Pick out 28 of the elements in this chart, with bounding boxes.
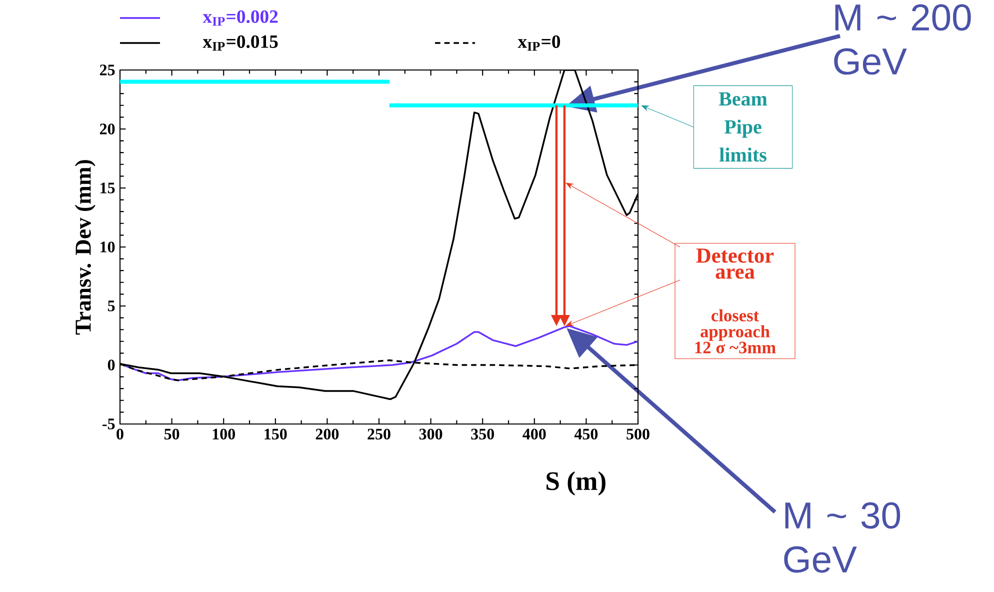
text: closest approach 12 σ ~3mm	[695, 309, 776, 354]
x-tick-label: 50	[164, 428, 180, 440]
x-tick-label: 200	[316, 428, 339, 440]
x-axis-title: S (m)	[546, 471, 606, 496]
y-tick-label: 15	[100, 182, 115, 194]
y-tick-label: -5	[102, 418, 115, 430]
text: M ~ 30 GeV	[784, 502, 900, 573]
x-tick-label: 100	[212, 428, 235, 440]
x-tick-label: 0	[116, 428, 124, 440]
x-tick-label: 300	[419, 428, 442, 440]
x-tick-label: 400	[522, 428, 546, 440]
y-tick-label: 25	[100, 64, 115, 76]
x-tick-label: 450	[574, 428, 598, 440]
x-tick-label: 500	[626, 428, 650, 440]
y-tick-label: 20	[100, 124, 115, 134]
text: M ~ 200 GeV	[834, 4, 971, 75]
y-tick-label: 0	[108, 360, 115, 370]
annotation: Detector area	[696, 248, 774, 279]
x-tick-label: 150	[264, 428, 287, 440]
y-tick-label: 5	[108, 300, 115, 312]
legend-label: x$_{IP}$=0	[518, 35, 560, 51]
x-tick-label: 350	[471, 428, 494, 440]
y-tick-label: 10	[100, 242, 115, 252]
x-tick-label: 250	[368, 428, 390, 440]
legend-label: x$_{IP}$=0.002	[202, 10, 278, 26]
legend-label: x$_{IP}$=0.015	[202, 35, 278, 51]
annotation: Beam Pipe limits	[718, 92, 768, 162]
y-axis-title: Transv. Dev (mm)	[74, 160, 96, 335]
